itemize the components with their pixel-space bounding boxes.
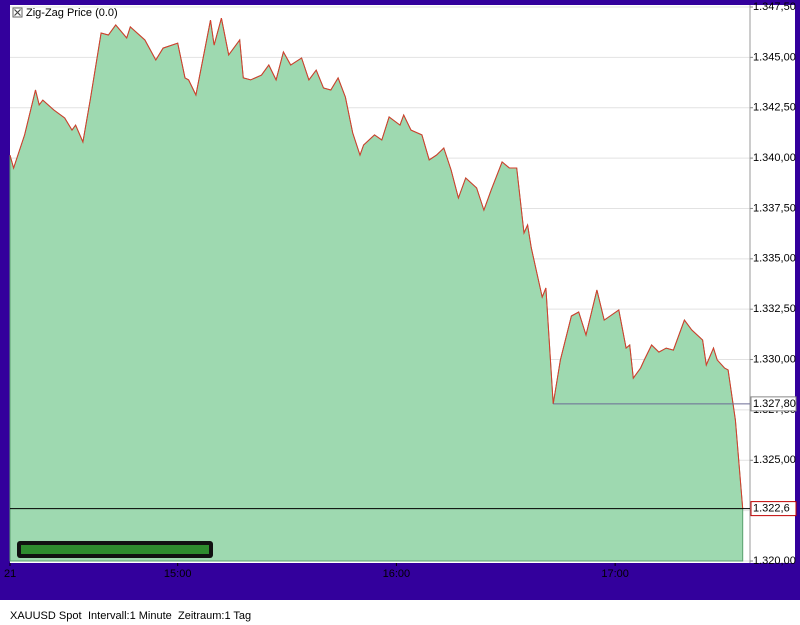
y-tick-label: 1.325,00 [753, 454, 796, 466]
y-tick-label: 1.337,50 [753, 202, 796, 214]
y-tick-label: 1.342,50 [753, 102, 796, 114]
y-tick-label: 1.332,50 [753, 303, 796, 315]
price-line [9, 17, 744, 509]
reference-label: 1.322,6 [753, 503, 790, 515]
x-tick-label: 21 [4, 568, 16, 580]
legend-entry: Zig-Zag Price (0.0) [26, 7, 118, 19]
progress-fill [21, 545, 209, 554]
footer-interval: Intervall:1 Minute [88, 610, 172, 622]
y-tick-label: 1.347,50 [753, 1, 796, 13]
footer-symbol: XAUUSD Spot [10, 610, 82, 622]
y-tick-label: 1.340,00 [753, 152, 796, 164]
reference-label: 1.327,80 [753, 398, 796, 410]
y-tick-label: 1.345,00 [753, 51, 796, 63]
x-tick-label: 15:00 [164, 568, 192, 580]
y-tick-label: 1.320,00 [753, 555, 796, 567]
footer-period: Zeitraum:1 Tag [178, 610, 251, 622]
x-tick-label: 17:00 [601, 568, 629, 580]
plot-area [9, 6, 750, 562]
legend-icon-cross [14, 9, 21, 16]
reference-label-box [750, 501, 797, 517]
reference-label-box [750, 396, 797, 412]
x-tick-label: 16:00 [383, 568, 411, 580]
y-tick-label: 1.335,00 [753, 253, 796, 265]
y-tick-label: 1.330,00 [753, 353, 796, 365]
